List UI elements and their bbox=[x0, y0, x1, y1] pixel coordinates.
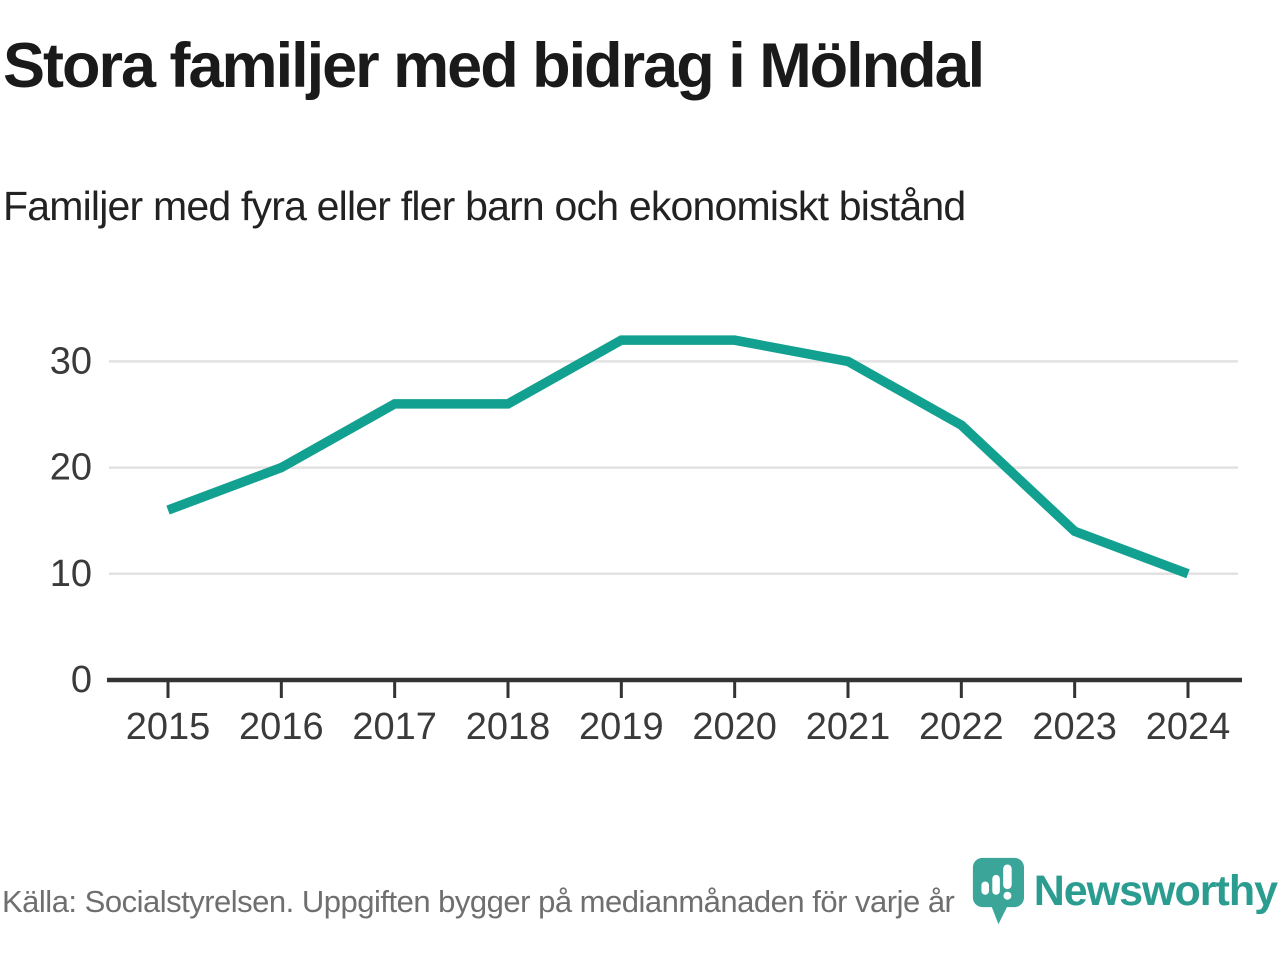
newsworthy-logo: Newsworthy bbox=[969, 856, 1278, 926]
source-note: Källa: Socialstyrelsen. Uppgiften bygger… bbox=[2, 884, 955, 919]
newsworthy-icon-bar-mid bbox=[992, 874, 1000, 895]
x-tick-label: 2015 bbox=[126, 706, 211, 748]
x-tick-label: 2019 bbox=[579, 706, 664, 748]
newsworthy-icon bbox=[972, 857, 1024, 925]
newsworthy-icon-exclamation-bar bbox=[1002, 864, 1012, 890]
newsworthy-wordmark: Newsworthy bbox=[1033, 866, 1278, 915]
y-tick-label: 30 bbox=[50, 340, 92, 382]
chart-title: Stora familjer med bidrag i Mölndal bbox=[3, 31, 985, 101]
x-tick-label: 2017 bbox=[352, 706, 437, 748]
x-tick-label: 2021 bbox=[806, 706, 891, 748]
y-tick-label: 20 bbox=[50, 447, 92, 489]
x-tick-label: 2016 bbox=[239, 706, 324, 748]
y-tick-label: 10 bbox=[50, 553, 92, 595]
newsworthy-icon-exclamation-dot bbox=[1003, 891, 1012, 900]
data-line-series bbox=[166, 335, 1190, 579]
x-tick-label: 2020 bbox=[692, 706, 777, 748]
y-tick-label: 0 bbox=[71, 659, 92, 701]
chart-subtitle: Familjer med fyra eller fler barn och ek… bbox=[3, 183, 966, 229]
x-tick-label: 2022 bbox=[919, 706, 1004, 748]
x-tick-label: 2018 bbox=[466, 706, 551, 748]
newsworthy-icon-bar-short bbox=[981, 881, 989, 895]
x-tick-label: 2024 bbox=[1146, 706, 1231, 748]
x-tick-label: 2023 bbox=[1032, 706, 1117, 748]
